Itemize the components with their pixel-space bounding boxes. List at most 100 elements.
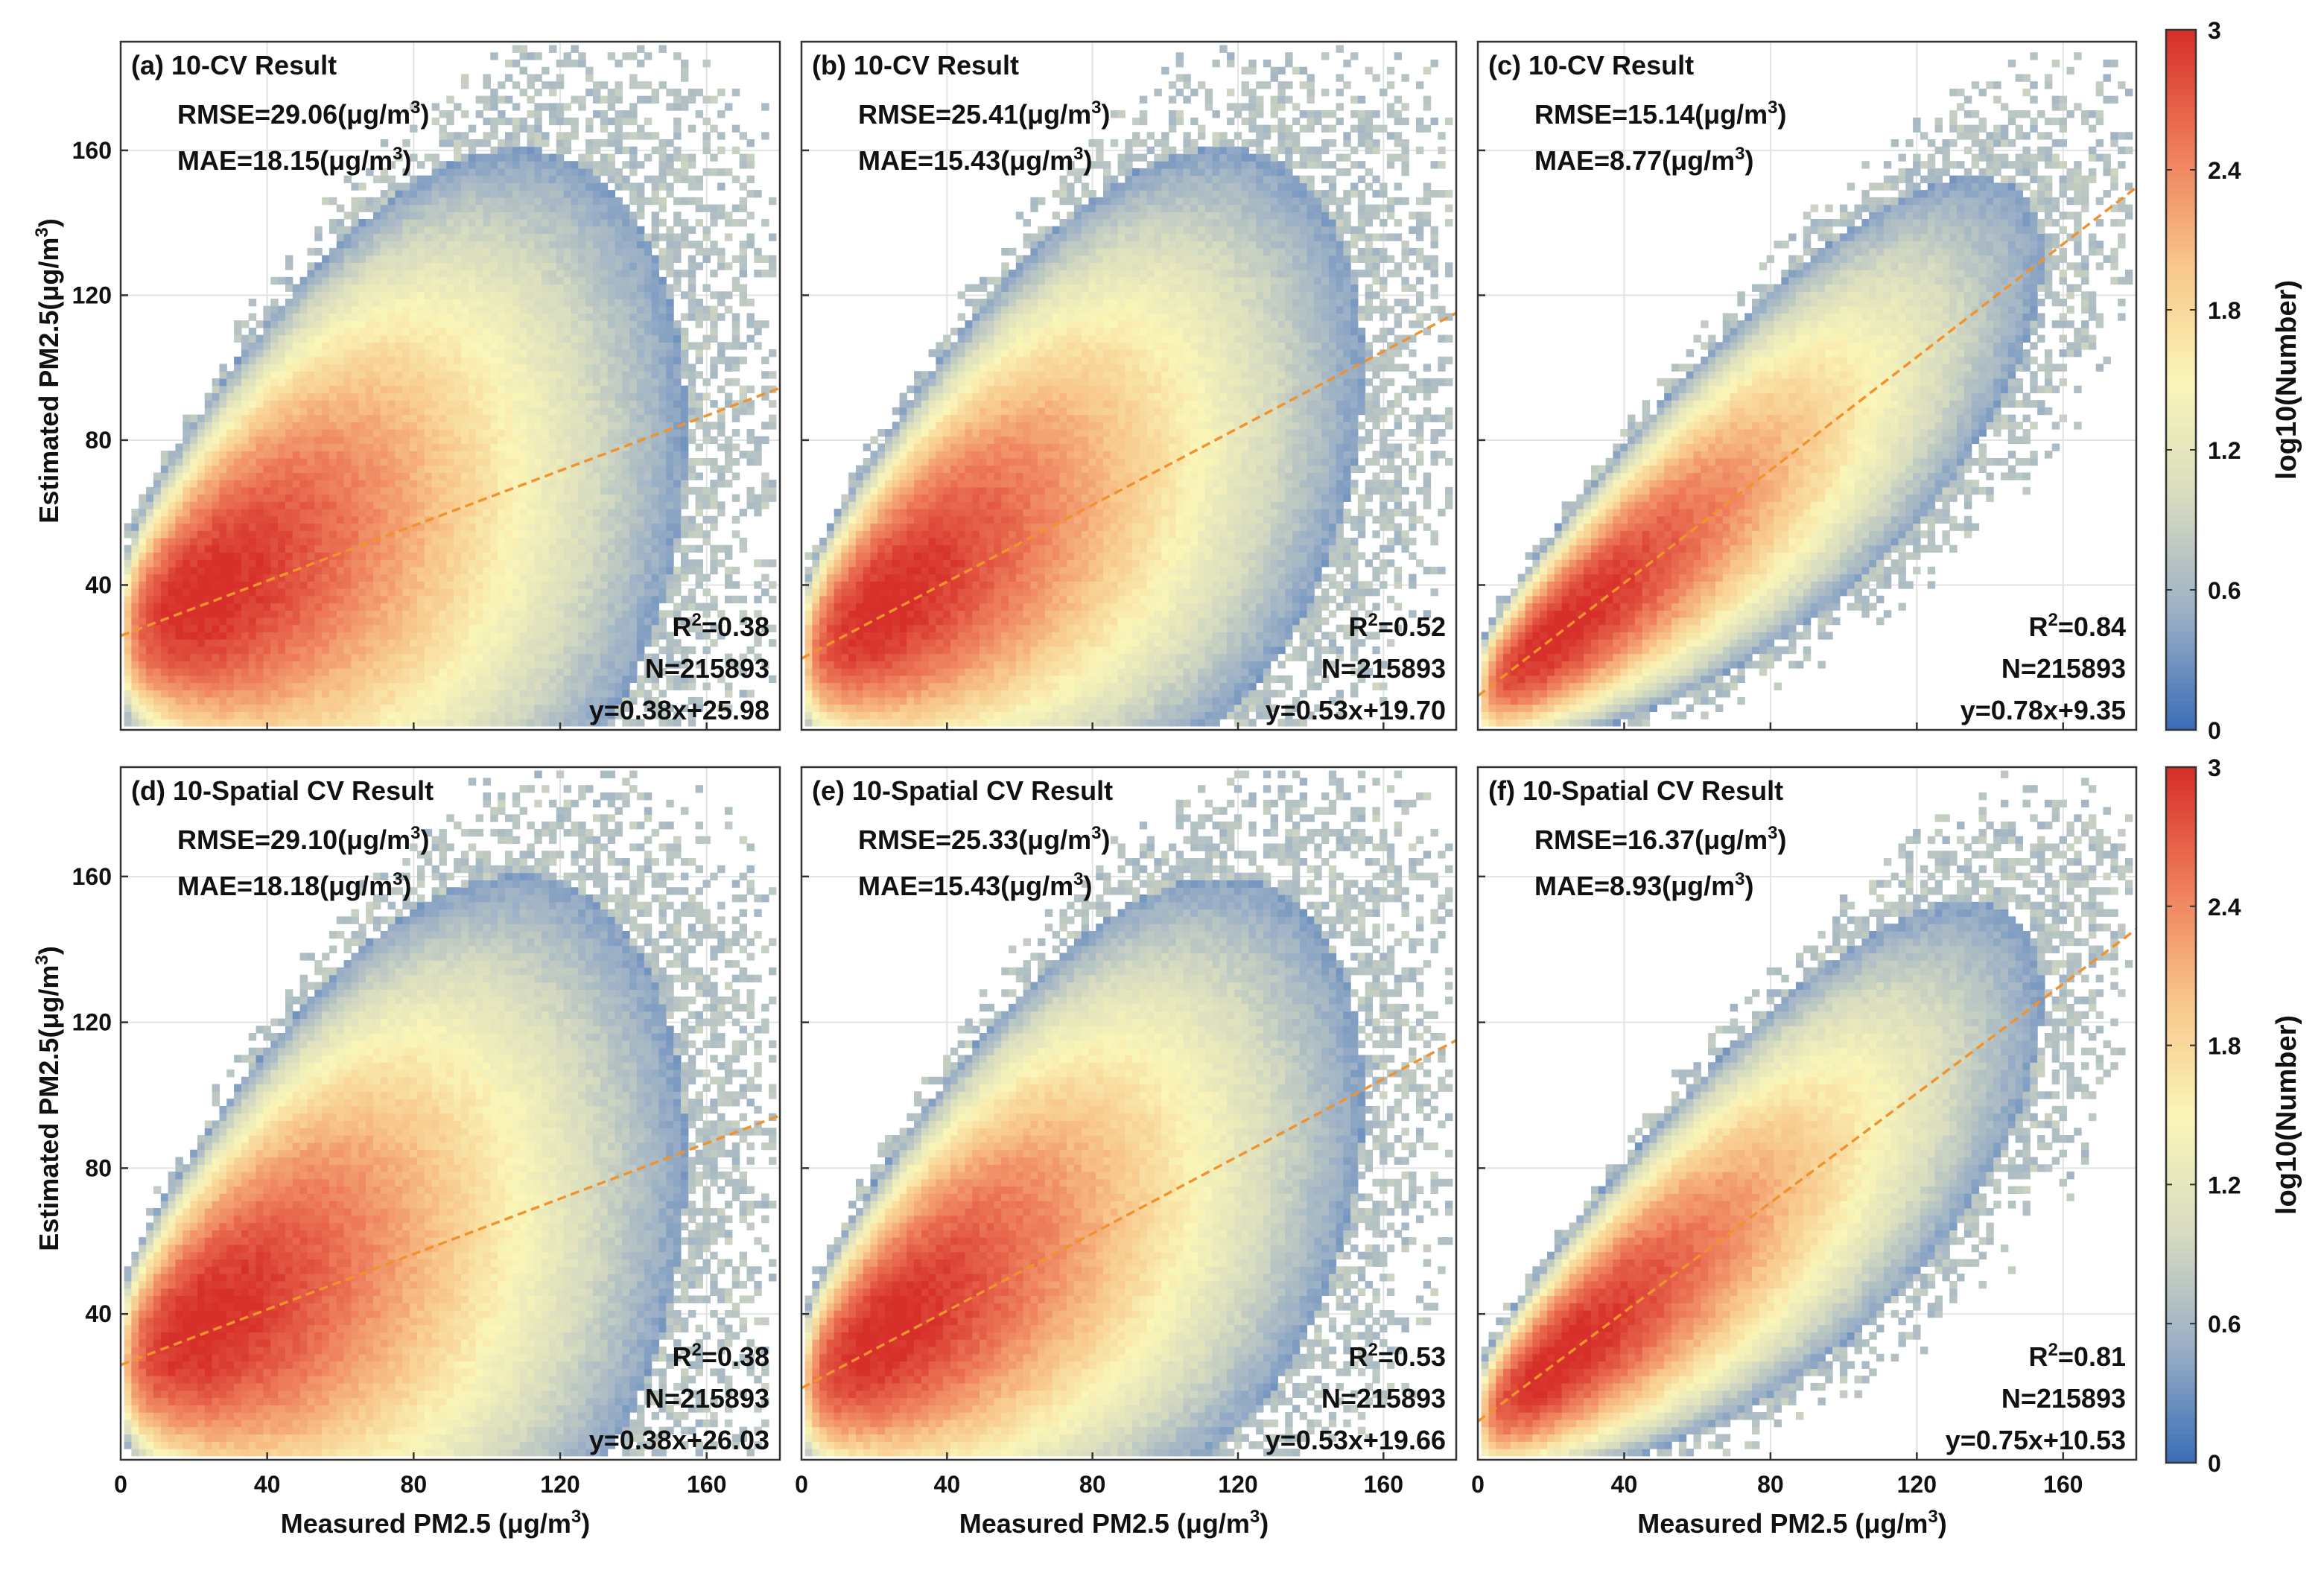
density-cell [446, 436, 454, 445]
density-cell [512, 270, 521, 278]
density-cell [314, 313, 323, 321]
density-cell [299, 661, 308, 669]
density-cell [366, 639, 374, 647]
density-cell [563, 632, 572, 640]
density-cell [285, 371, 293, 379]
density-cell [571, 371, 579, 379]
density-cell [636, 327, 645, 336]
density-cell [124, 603, 133, 611]
density-cell [600, 298, 609, 307]
density-cell [322, 682, 330, 690]
density-cell [328, 472, 337, 480]
density-cell [351, 465, 359, 474]
density-cell [651, 313, 660, 321]
density-cell [439, 436, 447, 445]
density-cell [548, 218, 557, 227]
density-cell [299, 515, 308, 524]
density-cell [380, 581, 389, 589]
density-cell [424, 327, 433, 336]
density-cell [468, 480, 477, 488]
density-cell [131, 610, 139, 618]
density-cell [454, 218, 462, 227]
density-cell [190, 509, 198, 517]
density-cell [322, 537, 330, 546]
density-cell [534, 371, 542, 379]
density-cell [527, 719, 535, 727]
density-cell [534, 247, 542, 256]
density-cell [241, 320, 250, 328]
density-cell [307, 530, 315, 538]
density-cell [600, 334, 609, 343]
density-cell [351, 486, 359, 495]
density-cell [578, 559, 586, 568]
density-cell [512, 153, 521, 162]
density-cell [542, 255, 550, 263]
density-cell [592, 197, 601, 206]
density-cell [314, 573, 323, 582]
density-cell [571, 559, 579, 568]
density-cell [278, 422, 286, 430]
density-cell [454, 509, 462, 517]
density-cell [542, 690, 550, 698]
density-cell [380, 523, 389, 531]
density-cell [592, 429, 601, 437]
density-cell [519, 356, 528, 365]
density-cell [454, 139, 462, 147]
density-cell [585, 305, 594, 314]
density-cell [372, 544, 381, 553]
density-cell [556, 161, 565, 169]
density-cell [563, 291, 572, 299]
density-cell [578, 320, 586, 328]
density-cell [424, 573, 433, 582]
density-cell [241, 690, 250, 698]
density-cell [204, 675, 213, 684]
density-cell [563, 204, 572, 212]
density-cell [571, 639, 579, 647]
density-cell [387, 320, 396, 328]
density-cell [475, 407, 484, 416]
density-cell [424, 363, 433, 372]
density-cell [483, 639, 491, 647]
density-cell [234, 457, 242, 466]
density-cell [644, 175, 653, 183]
density-cell [600, 436, 609, 445]
density-cell [475, 661, 484, 669]
density-cell [468, 363, 477, 372]
density-cell [534, 212, 542, 220]
density-cell [248, 696, 257, 705]
density-cell [175, 457, 183, 466]
density-cell [512, 480, 521, 488]
density-cell [175, 530, 183, 538]
density-cell [248, 363, 257, 372]
density-cell [600, 682, 609, 690]
density-cell [366, 451, 374, 459]
density-cell [651, 515, 660, 524]
density-cell [636, 276, 645, 285]
density-cell [622, 682, 630, 690]
density-cell [651, 696, 660, 705]
density-cell [380, 349, 389, 357]
density-cell [483, 153, 491, 162]
density-cell [483, 356, 491, 365]
density-cell [343, 552, 352, 560]
density-cell [234, 385, 242, 394]
density-cell [219, 486, 227, 495]
density-cell [439, 212, 447, 220]
density-cell [255, 624, 264, 632]
density-cell [343, 385, 352, 394]
density-cell [358, 247, 366, 256]
density-cell [578, 153, 586, 162]
density-cell [285, 422, 293, 430]
density-cell [372, 581, 381, 589]
density-cell [336, 486, 345, 495]
density-cell [307, 719, 315, 727]
density-cell [160, 537, 169, 546]
density-cell [410, 255, 418, 263]
density-cell [248, 646, 257, 655]
density-cell [307, 422, 315, 430]
density-cell [219, 573, 227, 582]
density-cell [468, 581, 477, 589]
density-cell [358, 653, 366, 661]
density-cell [366, 494, 374, 502]
density-cell [519, 501, 528, 509]
